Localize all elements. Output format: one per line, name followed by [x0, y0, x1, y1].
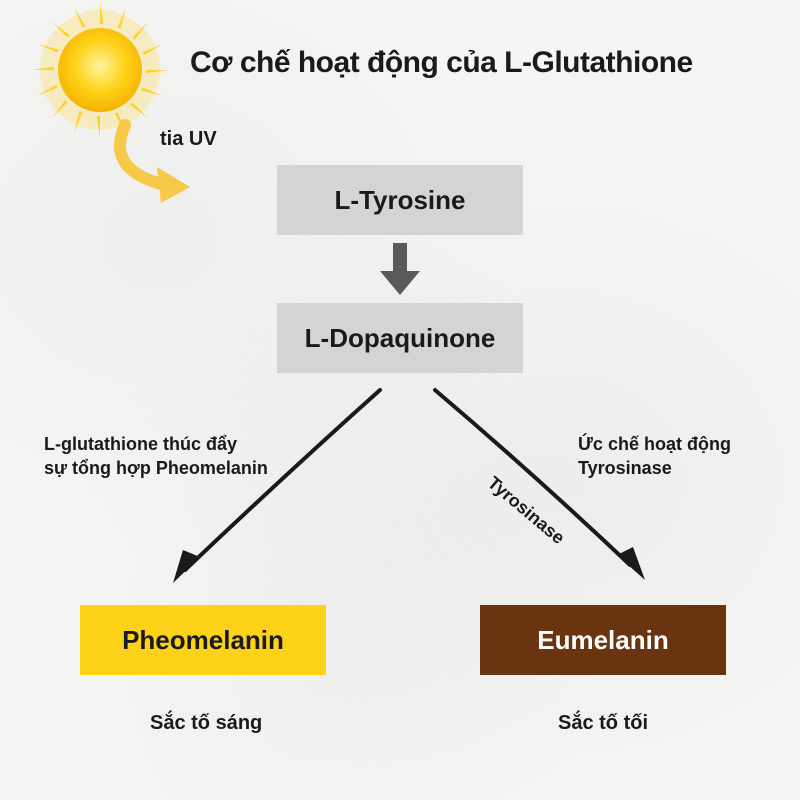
annotation-left-line2: sự tổng hợp Pheomelanin: [44, 458, 268, 478]
box-ltyrosine: L-Tyrosine: [277, 165, 523, 235]
curve-arrow-left: [145, 385, 415, 595]
diagram-title: Cơ chế hoạt động của L-Glutathione: [190, 46, 693, 80]
annotation-left-line1: L-glutathione thúc đẩy: [44, 434, 237, 454]
caption-light: Sắc tố sáng: [150, 712, 262, 735]
box-ltyrosine-label: L-Tyrosine: [335, 185, 466, 216]
box-eumelanin: Eumelanin: [480, 605, 726, 675]
caption-dark: Sắc tố tối: [558, 712, 648, 735]
curve-arrow-right: [405, 385, 675, 595]
down-arrow-icon: [380, 243, 420, 295]
uv-label: tia UV: [160, 128, 217, 151]
annotation-right: Ức chế hoạt động Tyrosinase: [578, 432, 731, 481]
annotation-right-line2: Tyrosinase: [578, 458, 672, 478]
box-ldopa-label: L-Dopaquinone: [305, 323, 496, 354]
box-eumelanin-label: Eumelanin: [537, 625, 668, 656]
annotation-right-line1: Ức chế hoạt động: [578, 434, 731, 454]
box-pheomelanin-label: Pheomelanin: [122, 625, 284, 656]
box-pheomelanin: Pheomelanin: [80, 605, 326, 675]
annotation-left: L-glutathione thúc đẩy sự tổng hợp Pheom…: [44, 432, 268, 481]
box-ldopa: L-Dopaquinone: [277, 303, 523, 373]
